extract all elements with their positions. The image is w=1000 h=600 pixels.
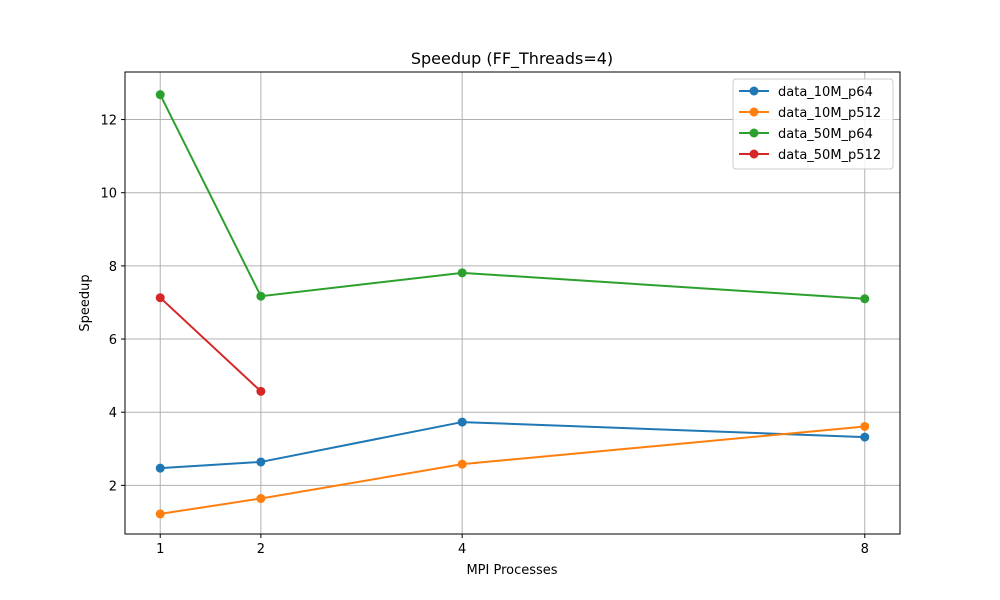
x-axis-ticks: 1 2 4 8 (156, 534, 869, 557)
series-line (159, 94, 865, 300)
legend-item: data_50M_p512 (739, 148, 881, 163)
data-point (860, 432, 870, 442)
data-point (457, 417, 467, 427)
series-data_10M_p512 (155, 421, 870, 519)
y-tick-label: 6 (109, 333, 117, 348)
data-point (256, 457, 266, 467)
series-line (160, 425, 865, 515)
data-point (457, 268, 467, 278)
plot-frame (124, 71, 901, 535)
series-data_50M_p64 (155, 90, 870, 304)
data-point (155, 293, 165, 303)
data-point (860, 294, 870, 304)
data-point (155, 463, 165, 473)
data-point (256, 291, 266, 301)
x-axis-label: MPI Processes (466, 563, 557, 578)
y-tick-label: 4 (109, 406, 117, 421)
series-data_50M_p512 (155, 293, 266, 396)
legend-label: data_10M_p512 (778, 106, 881, 121)
y-tick-label: 2 (109, 479, 117, 494)
y-axis-label: Speedup (78, 274, 93, 331)
x-tick-label: 4 (458, 542, 466, 557)
legend-swatch-marker (749, 149, 759, 159)
legend-label: data_50M_p512 (778, 148, 881, 163)
legend-item: data_50M_p64 (739, 127, 873, 142)
data-point (860, 421, 870, 431)
x-tick-label: 8 (861, 542, 869, 557)
x-tick-label: 2 (257, 542, 265, 557)
series-line (159, 296, 262, 393)
legend-box (732, 78, 894, 170)
y-tick-label: 8 (109, 260, 117, 275)
legend: data_10M_p64 data_10M_p512 data_50M_p64dat… (732, 78, 894, 170)
y-axis-ticks: 2 4 6 8 10 12 (100, 114, 125, 494)
series-line (160, 421, 865, 470)
legend-swatch-marker (749, 107, 759, 117)
data-point (256, 386, 266, 396)
legend-label: data_10M_p64 (778, 85, 873, 100)
legend-swatch-marker (749, 128, 759, 138)
data-point (155, 90, 165, 100)
legend-item: data_10M_p64 (739, 85, 873, 100)
legend-label: data_50M_p64 (778, 127, 873, 142)
data-point (155, 509, 165, 519)
x-tick-label: 1 (156, 542, 164, 557)
data-point (256, 494, 266, 504)
series-lines (155, 90, 870, 519)
chart-title: Speedup (FF_Threads=4) (411, 49, 613, 69)
y-tick-label: 12 (100, 114, 117, 129)
legend-item: data_10M_p512 (739, 106, 881, 121)
y-tick-label: 10 (100, 187, 117, 202)
data-point (457, 459, 467, 469)
series-data_10M_p64 (155, 417, 870, 473)
legend-swatch-marker (749, 86, 759, 96)
